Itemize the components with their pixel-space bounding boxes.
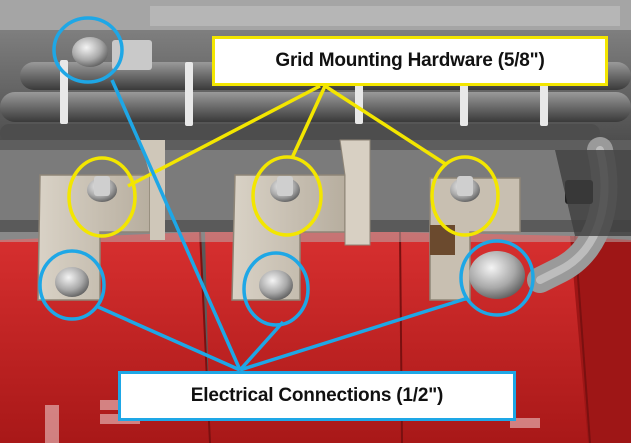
electrical-ring-center xyxy=(242,251,310,327)
cable-bundle-back xyxy=(0,124,600,142)
grid-leader-right xyxy=(324,84,448,167)
top-panel-highlight xyxy=(150,6,620,26)
electrical-ring-left xyxy=(38,249,106,321)
bracket-center-upright xyxy=(339,139,371,246)
bracket-right-shim xyxy=(430,225,455,255)
grid-ring-left xyxy=(67,156,137,238)
bracket-left-upright xyxy=(140,140,165,240)
grid-mounting-hardware-label: Grid Mounting Hardware (5/8") xyxy=(212,36,608,86)
module-top-rim xyxy=(0,232,631,242)
electrical-leader-top xyxy=(110,79,242,371)
electrical-leader-center xyxy=(238,320,285,372)
middle-band-shadow xyxy=(0,140,631,150)
electrical-callout-marks xyxy=(38,16,535,372)
electrical-bolts xyxy=(55,37,525,300)
electrical-ring-top xyxy=(52,16,124,84)
grid-callout-marks xyxy=(67,84,500,238)
electrical-ring-right xyxy=(459,239,535,317)
grid-ring-right xyxy=(430,155,500,237)
electrical-connections-label: Electrical Connections (1/2") xyxy=(118,371,516,421)
right-side-panel xyxy=(555,150,631,236)
electrical-leader-left xyxy=(95,304,241,372)
electrical-leader-right xyxy=(239,296,469,372)
grid-ring-center xyxy=(251,155,323,237)
grid-leader-center xyxy=(290,85,327,159)
grid-bolts xyxy=(87,176,480,202)
grid-leader-left xyxy=(127,84,321,188)
